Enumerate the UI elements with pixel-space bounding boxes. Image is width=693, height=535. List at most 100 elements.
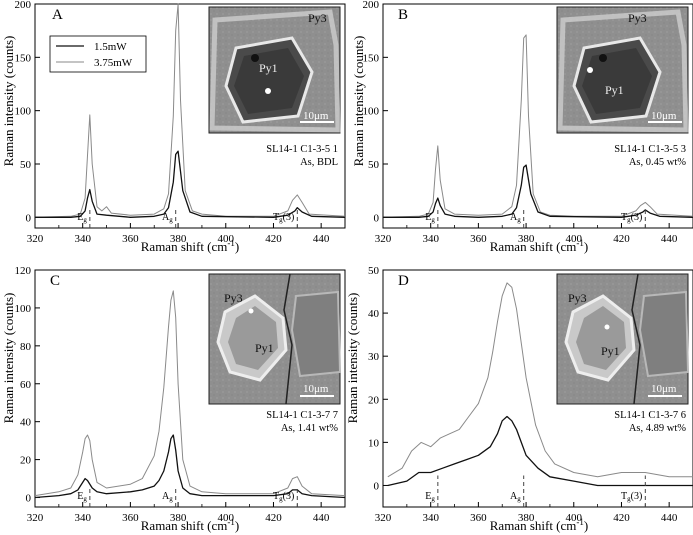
y-axis-label: Raman intensity (counts) <box>1 36 16 167</box>
panel-letter-c: C <box>50 273 60 289</box>
x-tick-label: 340 <box>74 233 91 245</box>
peak-marker-label: Tg(3) <box>273 491 294 503</box>
x-tick-label: 400 <box>566 233 583 245</box>
x-tick-label: 420 <box>265 512 282 524</box>
y-tick-label: 50 <box>368 265 380 277</box>
series-line-3-75mw <box>34 3 346 218</box>
plot-area: 320 340 360 380 400 420 440 0 50 100 150 200 Eg Ag Tg(… <box>15 0 346 245</box>
panel-letter-a: A <box>52 7 63 23</box>
y-tick-label: 20 <box>20 455 32 467</box>
x-tick-label: 440 <box>313 233 330 245</box>
series-line-1-5mw <box>387 415 693 487</box>
x-tick-label: 360 <box>122 233 139 245</box>
x-tick-label: 440 <box>661 512 678 524</box>
scale-bar-label: 10μm <box>651 110 677 122</box>
peak-marker-label: Eg <box>425 212 435 224</box>
x-tick-label: 440 <box>661 233 678 245</box>
x-tick-label: 400 <box>218 233 235 245</box>
peak-marker-label: Eg <box>425 491 435 503</box>
inset-label-py3: Py3 <box>224 291 243 305</box>
x-axis-label: Raman shift (cm-1) <box>141 517 240 533</box>
x-tick-label: 360 <box>122 512 139 524</box>
inset-label-py1: Py1 <box>605 83 624 97</box>
x-tick-label: 320 <box>375 233 392 245</box>
sample-id: SL14-1 C1-3-7 7 <box>266 410 338 421</box>
inset-label-py1: Py1 <box>601 344 620 358</box>
panel-b: 320 340 360 380 400 420 440 0 50 100 150 200 Eg Ag Tg(… <box>351 0 693 254</box>
scale-bar-label: 10μm <box>651 383 677 395</box>
y-tick-label: 80 <box>20 341 32 353</box>
scale-bar-label: 10μm <box>303 383 329 395</box>
y-tick-label: 40 <box>20 417 32 429</box>
x-tick-label: 420 <box>265 233 282 245</box>
x-tick-label: 340 <box>422 233 439 245</box>
peak-marker-label: Tg(3) <box>273 212 294 224</box>
micrograph-inset: Py3 Py1 10μm <box>556 6 689 134</box>
peak-marker-label: Ag <box>162 212 173 224</box>
sample-id: SL14-1 C1-3-7 6 <box>614 410 686 421</box>
panel-letter-b: B <box>398 7 408 23</box>
y-tick-label: 150 <box>15 52 32 64</box>
peak-marker-label: Eg <box>77 212 87 224</box>
peak-marker-label: Tg(3) <box>621 491 642 503</box>
y-tick-label: 120 <box>15 265 32 277</box>
series-line-1-5mw <box>35 150 346 218</box>
sample-composition: As, BDL <box>300 157 338 168</box>
inset-label-py3: Py3 <box>628 11 647 25</box>
x-tick-label: 320 <box>375 512 392 524</box>
series-line-1-5mw <box>34 434 346 499</box>
inset-label-py3: Py3 <box>568 291 587 305</box>
scale-bar-label: 10μm <box>303 110 329 122</box>
sample-id: SL14-1 C1-3-5 3 <box>614 144 686 155</box>
y-tick-label: 200 <box>363 0 380 11</box>
plot-frame <box>34 3 346 229</box>
peak-marker-label: Ag <box>162 491 173 503</box>
sample-composition: As, 0.45 wt% <box>629 157 686 168</box>
x-tick-label: 380 <box>518 233 535 245</box>
x-tick-label: 340 <box>74 512 91 524</box>
micrograph-inset: Py3 Py1 10μm <box>208 6 341 134</box>
micrograph-inset: Py3 Py1 10μm <box>208 273 342 405</box>
y-tick-label: 0 <box>26 212 32 224</box>
panel-c: 320 340 360 380 400 420 440 0 20 40 60 80 100 120 Eg Ag… <box>1 265 346 533</box>
y-axis-label: Raman intensity (counts) <box>351 36 366 167</box>
y-tick-label: 150 <box>363 52 380 64</box>
inset-label-py1: Py1 <box>259 61 278 75</box>
series-line-3-75mw <box>34 290 346 497</box>
y-tick-label: 40 <box>368 308 380 320</box>
legend: 1.5mW 3.75mW <box>49 35 147 73</box>
x-tick-label: 320 <box>27 512 44 524</box>
x-tick-label: 420 <box>613 512 630 524</box>
x-axis-label: Raman shift (cm-1) <box>490 517 589 533</box>
x-tick-label: 420 <box>613 233 630 245</box>
series-line-1-5mw <box>383 164 693 218</box>
plot-area: 320 340 360 380 400 420 440 0 20 40 60 80 100 120 Eg Ag… <box>15 265 346 524</box>
sample-composition: As, 1.41 wt% <box>281 423 338 434</box>
x-tick-label: 360 <box>470 233 487 245</box>
micrograph-inset: Py3 Py1 10μm <box>556 273 690 405</box>
x-tick-label: 400 <box>218 512 235 524</box>
y-tick-label: 30 <box>368 351 380 363</box>
peak-marker-label: Ag <box>510 491 521 503</box>
y-axis-label: Raman intensity (counts) <box>1 293 16 424</box>
panel-letter-d: D <box>398 273 409 289</box>
peak-marker-label: Ag <box>510 212 521 224</box>
x-tick-label: 340 <box>422 512 439 524</box>
sample-id: SL14-1 C1-3-5 1 <box>266 144 338 155</box>
x-axis-label: Raman shift (cm-1) <box>141 238 240 254</box>
y-tick-label: 100 <box>15 303 32 315</box>
y-tick-label: 0 <box>26 493 32 505</box>
series-line-3-75mw <box>382 34 693 218</box>
plot-frame <box>382 3 693 229</box>
y-tick-label: 100 <box>15 106 32 118</box>
x-tick-label: 360 <box>470 512 487 524</box>
plot-area: 320 340 360 380 400 420 440 0 50 100 150 200 Eg Ag Tg(… <box>363 0 693 245</box>
x-axis-label: Raman shift (cm-1) <box>490 238 589 254</box>
legend-label-1-5mw: 1.5mW <box>94 41 127 53</box>
x-tick-label: 380 <box>518 512 535 524</box>
inset-label-py1: Py1 <box>255 341 274 355</box>
x-tick-label: 320 <box>27 233 44 245</box>
series-line-3-75mw <box>387 282 693 478</box>
y-tick-label: 0 <box>374 480 380 492</box>
